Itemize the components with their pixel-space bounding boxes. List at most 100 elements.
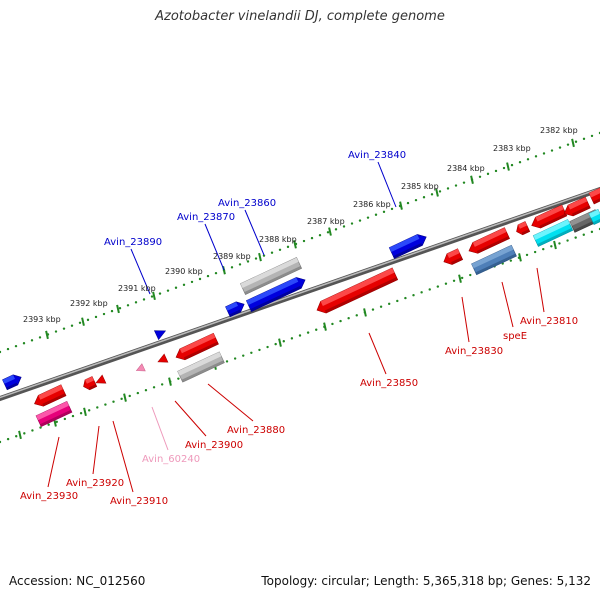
inner-track-dot: [15, 435, 18, 438]
feature-avin-23860: [239, 257, 303, 295]
feature-edge-cyan-top-face: [588, 209, 600, 219]
outer-track-dot: [102, 312, 106, 316]
outer-track-dot: [62, 327, 66, 330]
inner-track-major-tick: [123, 393, 127, 402]
inner-track-dot: [315, 328, 318, 331]
leader-line: [47, 436, 60, 488]
inner-track-dot: [542, 247, 545, 251]
outer-track-dot: [166, 289, 170, 292]
feature-avin-23930-b-top-face: [36, 401, 69, 421]
inner-track-dot: [96, 406, 99, 409]
feature-avin-23840-body: [388, 234, 427, 259]
gene-label: Avin_23930: [20, 491, 78, 502]
accession-text: Accession: NC_012560: [9, 574, 146, 588]
inner-track-dot: [460, 276, 464, 280]
outer-track-dot: [302, 239, 306, 243]
inner-track-dot: [144, 388, 148, 392]
inner-track-dot: [331, 322, 334, 326]
outer-track-dot: [262, 254, 266, 257]
feature-avin-23815-top-face: [568, 197, 588, 210]
outer-track-dot: [78, 321, 82, 324]
inner-track-dot: [436, 285, 440, 288]
inner-track-dot: [87, 409, 91, 412]
feature-avin-23820: [531, 204, 568, 229]
gene-label: Avin_23890: [104, 237, 162, 248]
outer-track-major-tick: [328, 227, 332, 236]
tick-label: 2391 kbp: [118, 284, 156, 293]
outer-track-dot: [334, 228, 338, 231]
outer-track-dot: [14, 344, 18, 348]
outer-track-dot: [54, 330, 58, 333]
gene-label: Avin_23850: [360, 378, 418, 389]
tick-label: 2384 kbp: [447, 164, 485, 173]
inner-track-dot: [306, 331, 310, 334]
inner-track-dot: [347, 317, 350, 320]
feature-avin-23890: [153, 330, 167, 341]
inner-track-dot: [396, 299, 399, 303]
inner-track-dot: [225, 360, 229, 363]
outer-track-major-tick: [571, 138, 575, 148]
inner-track-dot: [574, 236, 577, 239]
feature-avin-23930-b-bottom-face: [40, 409, 72, 427]
outer-track-dot: [590, 134, 594, 138]
feature-edge-left: [2, 374, 22, 391]
inner-track-dot: [282, 340, 285, 343]
outer-track-dot: [134, 301, 138, 304]
feature-edge-left-top-face: [2, 374, 15, 384]
leader-line: [112, 420, 134, 493]
inner-track-dot: [566, 239, 569, 242]
leader-line: [244, 209, 265, 256]
tick-labels: 2382 kbp 2383 kbp 2384 kbp 2385 kbp 2386 kbp…: [23, 126, 578, 324]
outer-track-dot: [182, 283, 186, 287]
outer-track-dot: [446, 187, 450, 190]
inner-track-dot: [274, 342, 277, 346]
outer-track-dot: [582, 137, 586, 141]
inner-track-dot: [39, 426, 42, 429]
inner-track-dot: [250, 351, 253, 354]
feature-avin-23880-fwd-bottom-face: [229, 309, 241, 317]
feature-avin-23850-top-face: [320, 267, 395, 307]
gene-label: Avin_23900: [185, 440, 243, 451]
feature-avin-23920: [83, 376, 98, 391]
feature-avin-23830-b: [443, 248, 464, 265]
feature-spee: [471, 244, 517, 276]
feature-avin-23880-fwd-top-face: [225, 301, 238, 311]
feature-avin-23840-bottom-face: [393, 242, 423, 259]
inner-track-dot: [63, 417, 67, 421]
feature-avin-23810-bottom-face: [537, 228, 573, 247]
outer-track-major-tick: [293, 240, 297, 249]
outer-track-dot: [70, 324, 74, 327]
backbone-highlight: [0, 187, 600, 399]
inner-track-dot: [509, 259, 513, 262]
outer-track-dot: [94, 315, 98, 319]
feature-avin-23900-bottom-face: [183, 341, 219, 360]
outer-track-dot: [478, 175, 482, 178]
feature-avin-23930-a-top-face: [38, 384, 63, 400]
tick-label: 2382 kbp: [540, 126, 578, 135]
inner-track-dot: [6, 437, 10, 441]
outer-track-dot: [326, 231, 330, 234]
gene-label: Avin_60240: [142, 454, 200, 465]
inner-track-dot: [0, 440, 2, 444]
outer-track-dot: [542, 152, 546, 155]
inner-track-dot: [412, 294, 415, 297]
feature-avin-23880-small-body: [157, 353, 169, 363]
outer-track-dot: [518, 161, 522, 164]
tick-label: 2385 kbp: [401, 182, 439, 191]
gene-label: Avin_23920: [66, 478, 124, 489]
outer-track-dot: [142, 298, 146, 301]
outer-track-dot: [86, 318, 90, 322]
inner-track-dot: [266, 345, 269, 349]
inner-track-major-tick: [458, 274, 462, 283]
tick-label: 2392 kbp: [70, 299, 108, 308]
outer-track-major-tick: [81, 317, 85, 326]
leader-line: [207, 383, 254, 422]
feature-avin-23880-bottom-face: [181, 360, 225, 383]
inner-track-dot: [444, 282, 448, 285]
outer-track-dot: [390, 207, 394, 211]
tick-label: 2388 kbp: [259, 235, 297, 244]
outer-track-dot: [198, 277, 202, 281]
inner-track-dot: [258, 348, 261, 352]
inner-track-dot: [31, 429, 34, 432]
feature-avin-23830-a-top-face: [472, 227, 507, 247]
